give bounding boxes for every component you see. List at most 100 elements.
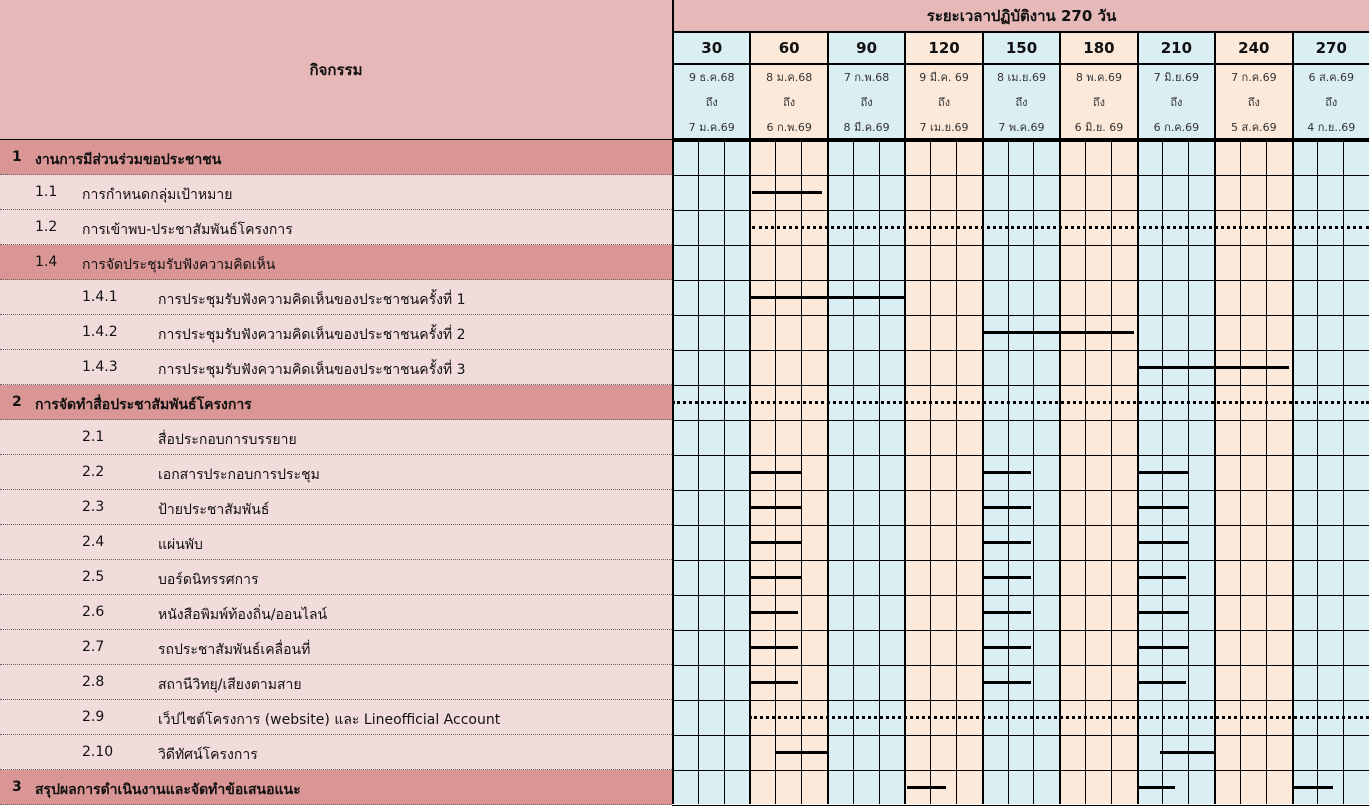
gantt-row-line bbox=[672, 525, 1369, 526]
gantt-row-line bbox=[672, 490, 1369, 491]
gantt-bar bbox=[1159, 751, 1215, 754]
period-column bbox=[826, 140, 905, 804]
gantt-bar bbox=[981, 646, 1031, 649]
period-day: 60 bbox=[751, 33, 827, 65]
gantt-top-line bbox=[672, 140, 1369, 142]
period-header: 180 8 พ.ค.69 ถึง 6 มิ.ย. 69 bbox=[1059, 33, 1137, 140]
grid-subline bbox=[1110, 140, 1112, 804]
period-column bbox=[1214, 140, 1292, 804]
activity-row: 1.4.2 การประชุมรับฟังความคิดเห็นของประชาช… bbox=[0, 315, 672, 350]
activity-number: 1.4.3 bbox=[82, 359, 118, 375]
activity-label: การจัดประชุมรับฟังความคิดเห็น bbox=[82, 257, 276, 273]
period-from: 9 มี.ค. 69 bbox=[919, 71, 969, 84]
gantt-row-line bbox=[672, 770, 1369, 771]
activity-column-header: กิจกรรม bbox=[0, 0, 672, 140]
activity-label: สรุปผลการดำเนินงานและจัดทำข้อเสนอแนะ bbox=[35, 782, 301, 798]
gantt-row-line bbox=[672, 350, 1369, 351]
gantt-row-line bbox=[672, 420, 1369, 421]
activity-label: เอกสารประกอบการประชุม bbox=[158, 467, 320, 483]
period-from: 8 เม.ย.69 bbox=[997, 71, 1046, 84]
gantt-bar bbox=[906, 786, 946, 789]
activity-number: 2.7 bbox=[82, 639, 105, 655]
gantt-bar bbox=[981, 611, 1031, 614]
gantt-bar bbox=[1139, 506, 1189, 509]
gantt-row-line bbox=[672, 630, 1369, 631]
grid-subline bbox=[1343, 140, 1345, 804]
activity-number: 2.3 bbox=[82, 499, 105, 515]
gantt-row-line bbox=[672, 595, 1369, 596]
period-to: 4 ก.ย..69 bbox=[1307, 121, 1356, 134]
period-to: 7 ม.ค.69 bbox=[688, 121, 735, 134]
grid-subline bbox=[1033, 140, 1035, 804]
gantt-row-line bbox=[672, 665, 1369, 666]
activity-number: 2.5 bbox=[82, 569, 105, 585]
gantt-bar bbox=[749, 296, 905, 299]
gantt-row-line bbox=[672, 315, 1369, 316]
period-header: 60 8 ม.ค.68 ถึง 6 ก.พ.69 bbox=[749, 33, 827, 140]
gantt-bar bbox=[1139, 471, 1189, 474]
period-to: 7 เม.ย.69 bbox=[919, 121, 969, 134]
duration-title: ระยะเวลาปฏิบัติงาน 270 วัน bbox=[672, 0, 1369, 33]
gantt-bar bbox=[1136, 366, 1289, 369]
activity-number: 2.4 bbox=[82, 534, 105, 550]
period-to: 7 พ.ค.69 bbox=[998, 121, 1045, 134]
period-to-word: ถึง bbox=[1015, 96, 1028, 109]
activity-row: 2.1 สื่อประกอบการบรรยาย bbox=[0, 420, 672, 455]
activity-row: 2.4 แผ่นพับ bbox=[0, 525, 672, 560]
gantt-bar bbox=[981, 471, 1031, 474]
activity-number: 2.8 bbox=[82, 674, 105, 690]
period-to-word: ถึง bbox=[1247, 96, 1260, 109]
gantt-row-line bbox=[672, 210, 1369, 211]
period-to-word: ถึง bbox=[1325, 96, 1338, 109]
activity-label: หนังสือพิมพ์ท้องถิ่น/ออนไลน์ bbox=[158, 607, 328, 623]
activity-row: 2.7 รถประชาสัมพันธ์เคลื่อนที่ bbox=[0, 630, 672, 665]
grid-subline bbox=[801, 140, 803, 804]
activity-number: 1.4.1 bbox=[82, 289, 118, 305]
activity-label: สื่อประกอบการบรรยาย bbox=[158, 432, 297, 448]
activity-number: 3 bbox=[12, 779, 22, 795]
activity-header-label: กิจกรรม bbox=[309, 60, 363, 79]
period-day: 150 bbox=[983, 33, 1060, 65]
activity-number: 1.1 bbox=[35, 184, 58, 200]
period-to-word: ถึง bbox=[860, 96, 873, 109]
grid-subline bbox=[878, 140, 880, 804]
period-day: 210 bbox=[1138, 33, 1215, 65]
activity-label: การประชุมรับฟังความคิดเห็นของประชาชนครั้… bbox=[158, 292, 466, 308]
period-column bbox=[672, 140, 750, 804]
gantt-bar bbox=[749, 611, 799, 614]
gantt-bar bbox=[1139, 646, 1189, 649]
period-to-word: ถึง bbox=[705, 96, 718, 109]
period-column bbox=[1291, 140, 1369, 804]
activity-row: 1.4.1 การประชุมรับฟังความคิดเห็นของประชาช… bbox=[0, 280, 672, 315]
period-column bbox=[904, 140, 982, 804]
activity-row: 2.6 หนังสือพิมพ์ท้องถิ่น/ออนไลน์ bbox=[0, 595, 672, 630]
period-to: 8 มี.ค.69 bbox=[843, 121, 890, 134]
gantt-bar bbox=[672, 401, 1369, 404]
gantt-bar bbox=[981, 506, 1031, 509]
period-day: 90 bbox=[828, 33, 905, 65]
activity-number: 2.2 bbox=[82, 464, 105, 480]
activity-label: วิดีทัศน์โครงการ bbox=[158, 747, 258, 763]
activity-label: การกำหนดกลุ่มเป้าหมาย bbox=[82, 187, 233, 203]
gantt-row-line bbox=[672, 175, 1369, 176]
gantt-bar bbox=[749, 471, 802, 474]
gantt-bar bbox=[981, 576, 1031, 579]
gantt-bar bbox=[1136, 786, 1176, 789]
period-header: 120 9 มี.ค. 69 ถึง 7 เม.ย.69 bbox=[904, 33, 982, 140]
activity-label: สถานีวิทยุ/เสียงตามสาย bbox=[158, 677, 302, 693]
gantt-bar bbox=[981, 331, 1135, 334]
gantt-bar bbox=[1139, 681, 1186, 684]
period-to-word: ถึง bbox=[1170, 96, 1183, 109]
activity-label: การเข้าพบ-ประชาสัมพันธ์โครงการ bbox=[82, 222, 293, 238]
period-from: 6 ส.ค.69 bbox=[1308, 71, 1355, 84]
activity-row: 1.4.3 การประชุมรับฟังความคิดเห็นของประชาช… bbox=[0, 350, 672, 385]
grid-subline bbox=[1239, 140, 1241, 804]
activity-number: 2 bbox=[12, 394, 22, 410]
grid-subline bbox=[1317, 140, 1319, 804]
period-day: 30 bbox=[674, 33, 750, 65]
gantt-row-line bbox=[672, 280, 1369, 281]
activity-number: 2.9 bbox=[82, 709, 105, 725]
gantt-bar bbox=[749, 541, 802, 544]
activity-number: 2.6 bbox=[82, 604, 105, 620]
period-from: 9 ธ.ค.68 bbox=[688, 71, 735, 84]
